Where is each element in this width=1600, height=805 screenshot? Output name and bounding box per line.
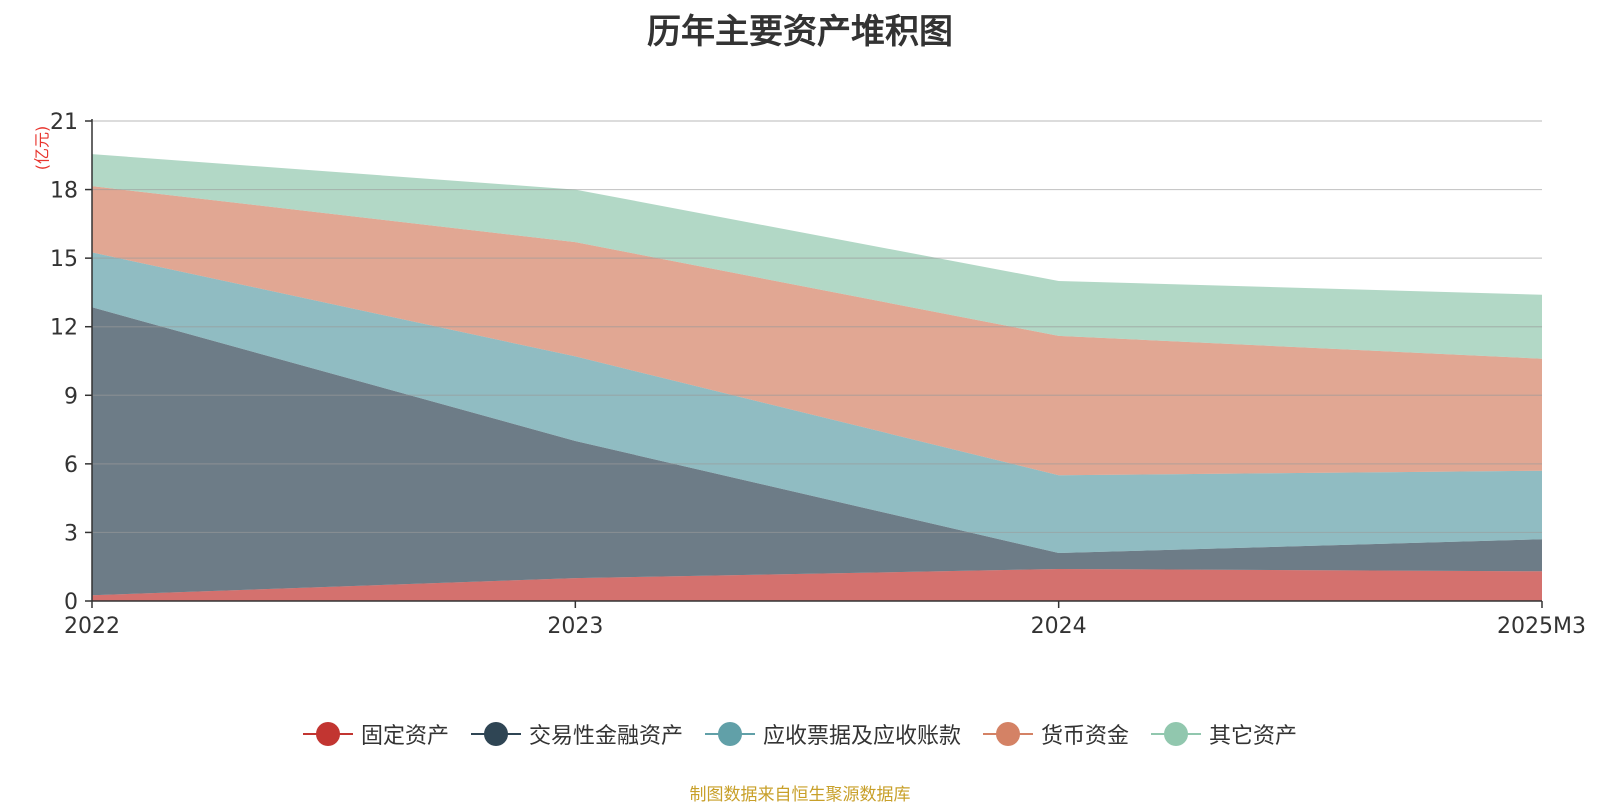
legend-item-1[interactable]: 固定资产 [302,718,449,750]
y-tick-label-0: 0 [64,590,78,615]
chart-legend: 固定资产 交易性金融资产 应收票据及应收账款 货币资金 其它资产 [0,718,1600,750]
y-tick-label-1: 3 [64,521,78,546]
legend-label: 应收票据及应收账款 [762,724,961,749]
chart-title: 历年主要资产堆积图 [647,12,953,52]
stacked-area-chart: 0 3 6 9 12 15 18 21 2022 2023 2024 2025M3 [50,110,1586,639]
area-series-2 [92,307,1542,596]
area-layers [92,154,1542,601]
legend-item-4[interactable]: 货币资金 [983,718,1129,750]
legend-label: 固定资产 [360,724,449,749]
y-tick-label-5: 15 [50,247,78,272]
x-tick-label-1: 2023 [547,614,603,639]
legend-item-3[interactable]: 应收票据及应收账款 [704,718,961,750]
legend-marker-icon [983,722,1033,746]
y-tick-label-4: 12 [50,316,78,341]
legend-marker-icon [1151,722,1202,746]
legend-item-5[interactable]: 其它资产 [1151,718,1297,750]
y-tick-label-3: 9 [64,384,78,409]
y-gridlines [92,120,1542,534]
y-tick-label-6: 18 [50,179,78,204]
legend-marker-icon [704,722,755,746]
legend-label: 其它资产 [1209,724,1298,749]
data-source-note: 制图数据来自恒生聚源数据库 [689,785,911,805]
x-tick-label-3: 2025M3 [1497,614,1586,639]
area-series-3 [92,252,1542,553]
y-tick-label-2: 6 [64,453,78,478]
area-series-1 [92,569,1542,601]
x-tick-label-2: 2024 [1031,614,1087,639]
legend-marker-icon [302,722,353,746]
y-tick-label-7: 21 [50,110,78,135]
area-series-5 [92,154,1542,359]
legend-marker-icon [470,722,521,746]
legend-label: 交易性金融资产 [528,724,683,749]
legend-item-2[interactable]: 交易性金融资产 [470,718,683,750]
x-tick-label-0: 2022 [64,614,120,639]
legend-label: 货币资金 [1041,724,1130,749]
